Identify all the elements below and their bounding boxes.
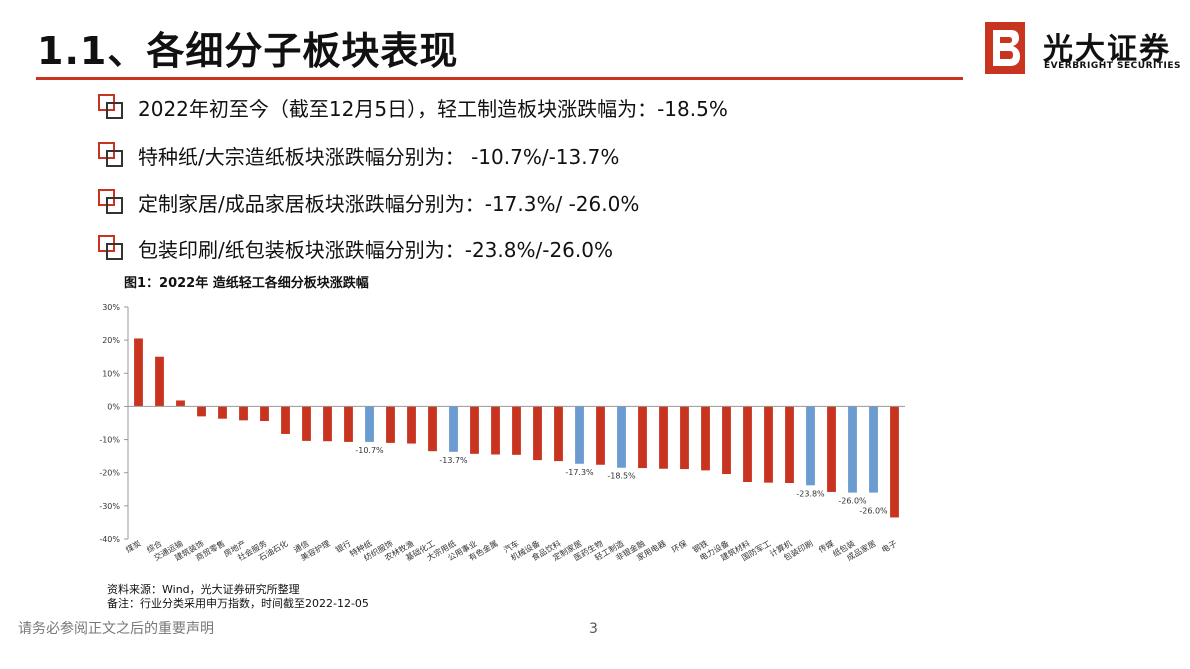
bar xyxy=(848,406,857,493)
data-label: -18.5% xyxy=(607,472,636,481)
data-label: -23.8% xyxy=(796,489,825,498)
bar xyxy=(533,406,542,461)
bar xyxy=(449,406,458,452)
bar xyxy=(575,406,584,464)
bar xyxy=(281,406,290,434)
bar xyxy=(869,406,878,493)
figure-title: 图1：2022年 造纸轻工各细分板块涨跌幅 xyxy=(124,276,369,291)
bar xyxy=(344,406,353,442)
footer-disclaimer: 请务必参阅正文之后的重要声明 xyxy=(18,621,214,637)
x-tick-label: 环保 xyxy=(670,538,689,555)
bar xyxy=(155,356,164,407)
bar xyxy=(239,406,248,421)
y-tick-label: -30% xyxy=(99,502,120,511)
bullet-item: 包装印刷/纸包装板块涨跌幅分别为：-23.8%/-26.0% xyxy=(98,233,613,263)
bar xyxy=(407,406,416,444)
source-note: 资料来源：Wind，光大证券研究所整理 xyxy=(107,583,300,596)
logo-chinese-name: 光大证券 xyxy=(1043,32,1171,67)
y-tick-label: -10% xyxy=(99,436,120,445)
x-tick-label: 电子 xyxy=(880,538,899,555)
bullet-item: 定制家居/成品家居板块涨跌幅分别为：-17.3%/ -26.0% xyxy=(98,187,639,217)
bullet-text: 2022年初至今（截至12月5日），轻工制造板块涨跌幅为：-18.5% xyxy=(138,96,728,121)
data-label: -10.7% xyxy=(355,446,384,455)
bar xyxy=(743,406,752,482)
bar xyxy=(365,406,374,442)
bar xyxy=(554,406,563,462)
bullet-text: 定制家居/成品家居板块涨跌幅分别为：-17.3%/ -26.0% xyxy=(138,191,640,216)
data-label: -26.0% xyxy=(838,497,867,506)
source-notes: 资料来源：Wind，光大证券研究所整理 备注：行业分类采用申万指数，时间截至20… xyxy=(107,583,369,611)
bar xyxy=(302,406,311,441)
y-tick-label: -20% xyxy=(99,469,120,478)
bullet-square-icon xyxy=(98,142,124,168)
bullet-item: 2022年初至今（截至12月5日），轻工制造板块涨跌幅为：-18.5% xyxy=(98,92,728,122)
bar xyxy=(722,406,731,475)
bar xyxy=(701,406,710,471)
bullet-text: 特种纸/大宗造纸板块涨跌幅分别为： -10.7%/-13.7% xyxy=(138,144,620,169)
page-title: 1.1、各细分子板块表现 xyxy=(37,29,459,73)
everbright-logo-icon xyxy=(985,22,1025,74)
y-tick-label: 10% xyxy=(102,369,120,378)
bar xyxy=(806,406,815,486)
bar xyxy=(764,406,773,483)
data-label: -13.7% xyxy=(439,456,468,465)
bullet-text: 包装印刷/纸包装板块涨跌幅分别为：-23.8%/-26.0% xyxy=(138,237,613,262)
bar xyxy=(176,400,185,407)
bar xyxy=(470,406,479,454)
page-number: 3 xyxy=(589,621,598,637)
y-tick-label: 0% xyxy=(107,402,120,411)
y-tick-label: 30% xyxy=(102,303,120,312)
bar xyxy=(596,406,605,465)
remark-note: 备注：行业分类采用申万指数，时间截至2022-12-05 xyxy=(107,597,369,610)
data-label: -26.0% xyxy=(859,507,888,516)
bar-chart: 30%20%10%0%-10%-20%-30%-40% 煤炭 综合交通运输建筑装饰商… xyxy=(99,303,905,563)
bullet-square-icon xyxy=(98,94,124,120)
bullet-square-icon xyxy=(98,189,124,215)
bar xyxy=(134,338,143,407)
bar xyxy=(512,406,521,455)
y-tick-label: -40% xyxy=(99,535,120,544)
title-divider xyxy=(36,77,963,80)
bar xyxy=(428,406,437,452)
bar xyxy=(890,406,899,518)
bar xyxy=(218,406,227,419)
bar xyxy=(785,406,794,483)
bar xyxy=(617,406,626,468)
bar xyxy=(638,406,647,469)
bar xyxy=(680,406,689,470)
bar xyxy=(659,406,668,469)
bar xyxy=(323,406,332,442)
bullet-item: 特种纸/大宗造纸板块涨跌幅分别为： -10.7%/-13.7% xyxy=(98,140,619,170)
bullet-square-icon xyxy=(98,235,124,261)
bar xyxy=(827,406,836,492)
bar xyxy=(197,406,206,417)
y-tick-label: 20% xyxy=(102,336,120,345)
bar xyxy=(386,406,395,443)
x-tick-label: 煤炭 xyxy=(124,538,143,555)
bar xyxy=(260,406,269,422)
data-label: -17.3% xyxy=(565,468,594,477)
bar xyxy=(491,406,500,455)
logo-english-name: EVERBRIGHT SECURITIES xyxy=(1044,61,1181,71)
